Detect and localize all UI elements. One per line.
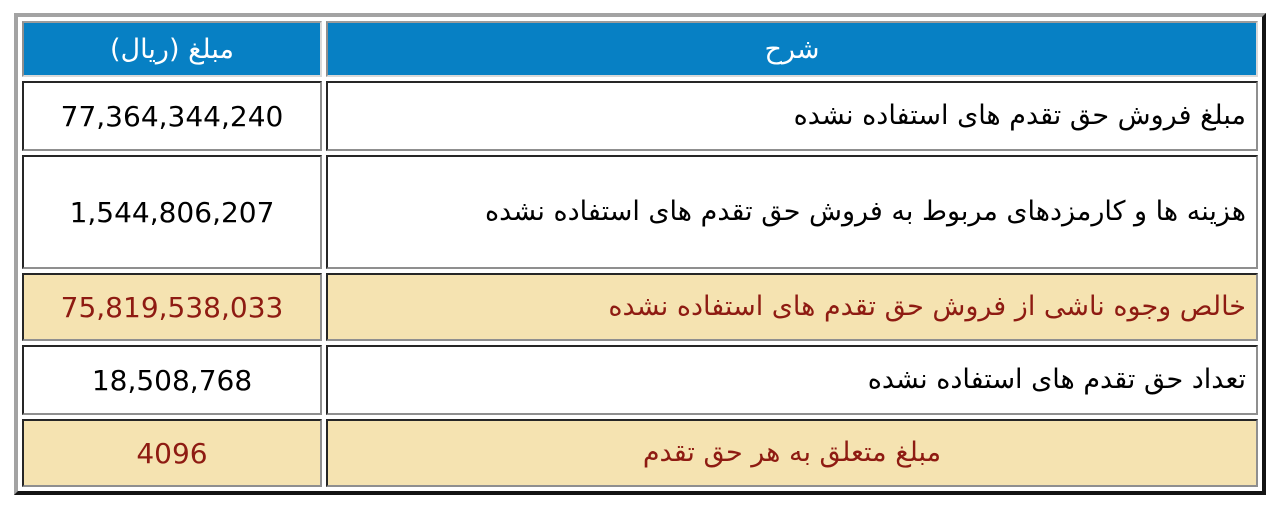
row-description: هزینه ها و کارمزدهای مربوط به فروش حق تق… (326, 155, 1258, 269)
row-description: خالص وجوه ناشی از فروش حق تقدم های استفا… (326, 273, 1258, 341)
rights-sale-summary-table: شرح مبلغ (ریال) مبلغ فروش حق تقدم های اس… (14, 13, 1266, 495)
column-header-description: شرح (326, 21, 1258, 77)
row-amount: 77,364,344,240 (22, 81, 322, 151)
header-row: شرح مبلغ (ریال) (22, 21, 1258, 77)
table-row: تعداد حق تقدم های استفاده نشده 18,508,76… (22, 345, 1258, 415)
table-row: خالص وجوه ناشی از فروش حق تقدم های استفا… (22, 273, 1258, 341)
table-row: مبلغ فروش حق تقدم های استفاده نشده 77,36… (22, 81, 1258, 151)
column-header-amount: مبلغ (ریال) (22, 21, 322, 77)
table-row: مبلغ متعلق به هر حق تقدم 4096 (22, 419, 1258, 487)
row-amount: 4096 (22, 419, 322, 487)
row-amount: 75,819,538,033 (22, 273, 322, 341)
row-description: تعداد حق تقدم های استفاده نشده (326, 345, 1258, 415)
row-amount: 1,544,806,207 (22, 155, 322, 269)
table-row: هزینه ها و کارمزدهای مربوط به فروش حق تق… (22, 155, 1258, 269)
row-amount: 18,508,768 (22, 345, 322, 415)
row-description: مبلغ فروش حق تقدم های استفاده نشده (326, 81, 1258, 151)
row-description: مبلغ متعلق به هر حق تقدم (326, 419, 1258, 487)
